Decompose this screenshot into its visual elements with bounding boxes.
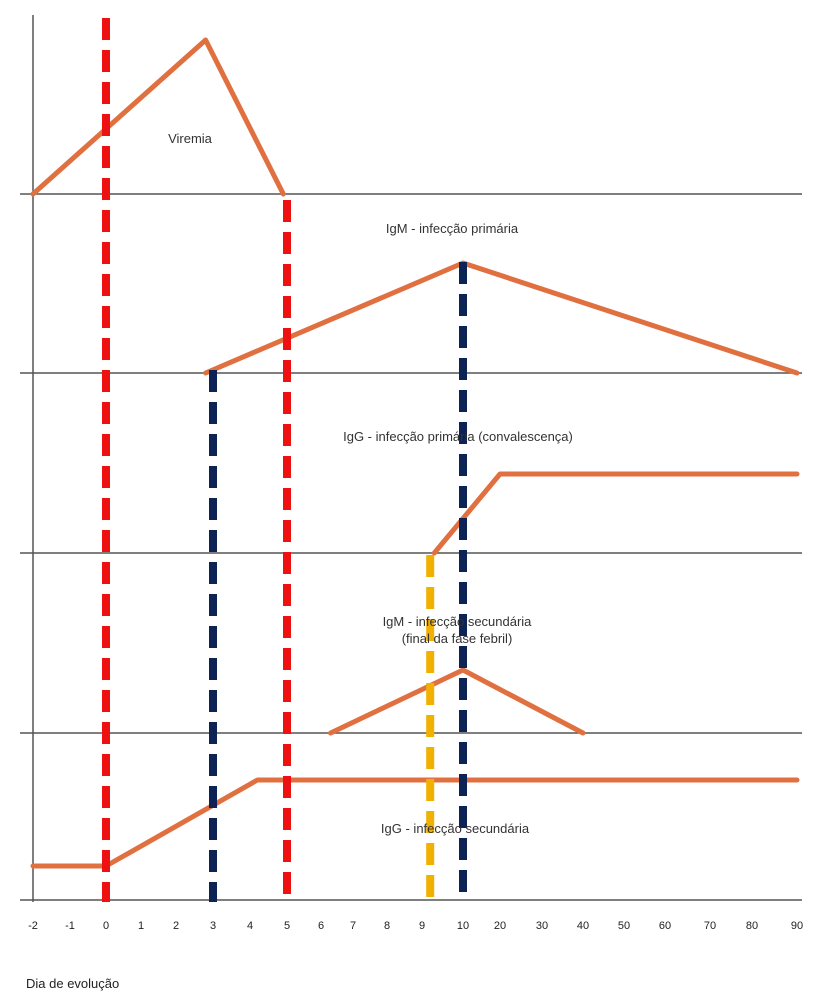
panel-label-4: IgM - infecção secundária [383, 614, 533, 629]
x-tick-label: 60 [659, 920, 671, 932]
x-tick-label: 20 [494, 920, 506, 932]
curve-panel-1 [30, 37, 286, 197]
x-tick-label: 2 [173, 920, 179, 932]
x-tick-label: 30 [536, 920, 548, 932]
x-tick-label: 0 [103, 920, 109, 932]
x-tick-label: 8 [384, 920, 390, 932]
x-tick-label: 9 [419, 920, 425, 932]
panel-label-1: Viremia [168, 131, 213, 146]
x-tick-label: 6 [318, 920, 324, 932]
x-tick-label: 4 [247, 920, 253, 932]
panel-label-2: IgM - infecção primária [386, 221, 519, 236]
panel-label-5: IgG - infecção secundária [381, 821, 530, 836]
curve-panel-5 [30, 777, 800, 869]
x-tick-label: 3 [210, 920, 216, 932]
panel-label-4-line2: (final da fase febril) [402, 631, 513, 646]
curve-panel-2 [203, 260, 800, 376]
x-tick-label: 50 [618, 920, 630, 932]
curve-panel-4 [328, 667, 586, 736]
x-tick-label: 5 [284, 920, 290, 932]
x-tick-label: 1 [138, 920, 144, 932]
x-tick-label: 90 [791, 920, 803, 932]
curve-panel-3 [431, 471, 800, 556]
x-tick-label: 10 [457, 920, 469, 932]
x-axis-label: Dia de evolução [26, 976, 119, 991]
x-tick-label: 7 [350, 920, 356, 932]
x-tick-label: 40 [577, 920, 589, 932]
x-tick-label: 70 [704, 920, 716, 932]
x-tick-label: -1 [65, 920, 75, 932]
panel-label-3: IgG - infecção primária (convalescença) [343, 429, 573, 444]
x-tick-label: 80 [746, 920, 758, 932]
x-tick-label: -2 [28, 920, 38, 932]
